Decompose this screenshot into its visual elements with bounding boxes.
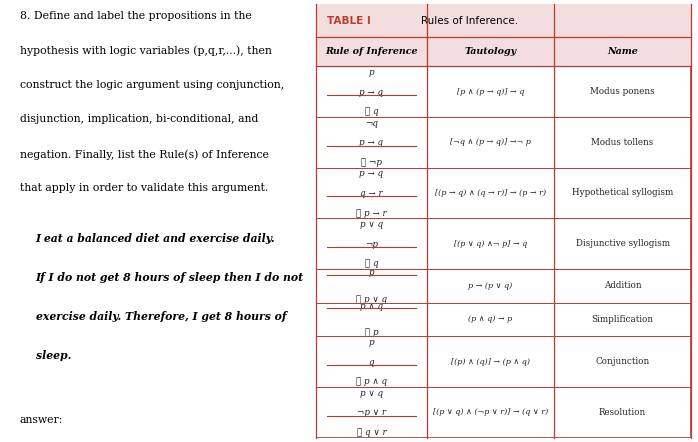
- Text: Addition: Addition: [604, 281, 641, 290]
- Text: p: p: [369, 338, 374, 347]
- Text: ∴ p: ∴ p: [364, 328, 378, 337]
- Text: p ∨ q: p ∨ q: [360, 389, 383, 397]
- Text: p ∧ q: p ∧ q: [360, 302, 383, 311]
- Text: hypothesis with logic variables (p,q,r,...), then: hypothesis with logic variables (p,q,r,.…: [20, 46, 272, 56]
- Text: Modus tollens: Modus tollens: [591, 138, 654, 147]
- Text: TABLE I: TABLE I: [327, 15, 371, 26]
- Text: disjunction, implication, bi-conditional, and: disjunction, implication, bi-conditional…: [20, 114, 258, 125]
- Text: negation. Finally, list the Rule(s) of Inference: negation. Finally, list the Rule(s) of I…: [20, 149, 269, 160]
- Text: ∴ q ∨ r: ∴ q ∨ r: [357, 428, 386, 437]
- Text: ¬p ∨ r: ¬p ∨ r: [357, 408, 386, 417]
- Text: p → q: p → q: [359, 169, 383, 178]
- Text: Disjunctive syllogism: Disjunctive syllogism: [576, 239, 669, 248]
- Text: answer:: answer:: [20, 415, 63, 426]
- Text: Name: Name: [607, 47, 638, 56]
- Text: I eat a balanced diet and exercise daily.: I eat a balanced diet and exercise daily…: [36, 233, 275, 244]
- Text: ∴ q: ∴ q: [364, 259, 378, 268]
- Text: [¬q ∧ (p → q)] →¬ p: [¬q ∧ (p → q)] →¬ p: [450, 138, 531, 146]
- Text: p → q: p → q: [359, 88, 383, 97]
- Text: [(p ∨ q) ∧ (¬p ∨ r)] → (q ∨ r): [(p ∨ q) ∧ (¬p ∨ r)] → (q ∨ r): [433, 408, 548, 416]
- Text: Resolution: Resolution: [599, 408, 646, 417]
- Text: p → q: p → q: [359, 138, 383, 147]
- Text: Hypothetical syllogism: Hypothetical syllogism: [572, 188, 674, 198]
- Text: sleep.: sleep.: [36, 350, 71, 361]
- Text: Conjunction: Conjunction: [595, 357, 650, 366]
- Text: construct the logic argument using conjunction,: construct the logic argument using conju…: [20, 80, 284, 90]
- Text: ¬q: ¬q: [365, 118, 378, 128]
- Text: p → (p ∨ q): p → (p ∨ q): [468, 282, 512, 290]
- Text: Modus ponens: Modus ponens: [591, 87, 655, 96]
- Text: p: p: [369, 68, 374, 77]
- Text: Simplification: Simplification: [591, 315, 653, 324]
- Text: ∴ q: ∴ q: [364, 107, 378, 116]
- Text: ∴ ¬p: ∴ ¬p: [361, 158, 382, 167]
- Text: If I do not get 8 hours of sleep then I do not: If I do not get 8 hours of sleep then I …: [36, 272, 304, 283]
- Text: ¬p: ¬p: [365, 240, 378, 248]
- Text: Tautology: Tautology: [464, 47, 517, 56]
- Text: [(p → q) ∧ (q → r)] → (p → r): [(p → q) ∧ (q → r)] → (p → r): [435, 189, 546, 197]
- Text: [(p) ∧ (q)] → (p ∧ q): [(p) ∧ (q)] → (p ∧ q): [451, 358, 530, 366]
- Text: q → r: q → r: [360, 189, 383, 198]
- Text: q: q: [369, 358, 374, 367]
- Text: [p ∧ (p → q)] → q: [p ∧ (p → q)] → q: [456, 88, 524, 95]
- Text: Rule of Inference: Rule of Inference: [325, 47, 417, 56]
- Text: ∴ p ∨ q: ∴ p ∨ q: [356, 295, 387, 304]
- Bar: [316, 37, 691, 66]
- Text: 8. Define and label the propositions in the: 8. Define and label the propositions in …: [20, 11, 251, 21]
- Bar: [316, 4, 691, 37]
- Text: that apply in order to validate this argument.: that apply in order to validate this arg…: [20, 183, 268, 194]
- Text: Rules of Inference.: Rules of Inference.: [421, 15, 519, 26]
- Text: exercise daily. Therefore, I get 8 hours of: exercise daily. Therefore, I get 8 hours…: [36, 311, 286, 322]
- Text: p ∨ q: p ∨ q: [360, 220, 383, 229]
- Text: ∴ p ∧ q: ∴ p ∧ q: [356, 377, 387, 386]
- Text: ∴ p → r: ∴ p → r: [356, 209, 387, 217]
- Text: p: p: [369, 268, 374, 278]
- Text: [(p ∨ q) ∧¬ p] → q: [(p ∨ q) ∧¬ p] → q: [454, 240, 527, 248]
- Text: (p ∧ q) → p: (p ∧ q) → p: [468, 316, 512, 324]
